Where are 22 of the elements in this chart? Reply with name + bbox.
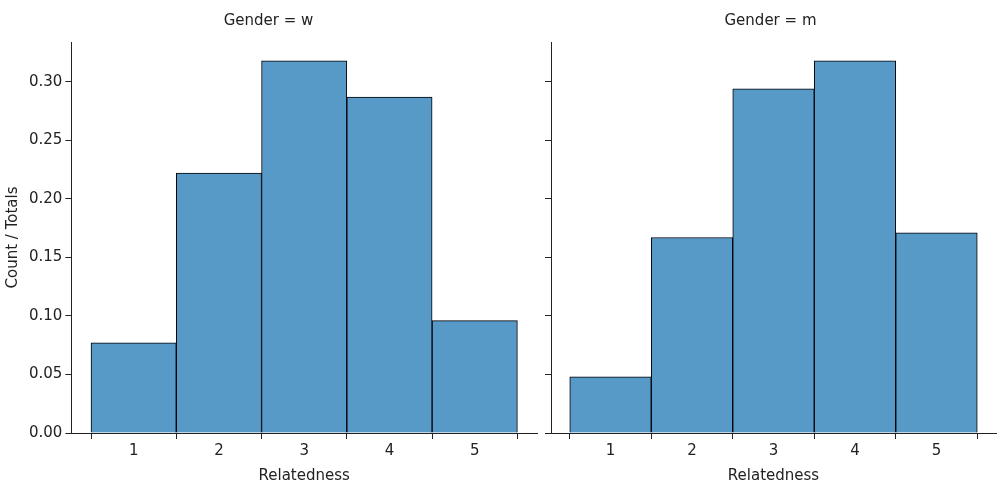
x-tick-label: 3 [299, 440, 309, 459]
y-tick-label: 0.20 [28, 188, 63, 207]
y-axis-title: Count / Totals [2, 186, 21, 289]
x-tick-label: 2 [214, 440, 224, 459]
y-tick-label: 0.25 [28, 130, 63, 149]
x-tick-label: 4 [384, 440, 395, 459]
x-tick-label: 2 [687, 440, 697, 459]
x-tick-label: 5 [931, 440, 942, 459]
y-tick-label: 0.30 [28, 71, 63, 90]
x-tick-label: 1 [128, 440, 139, 459]
y-tick-label: 0.00 [28, 422, 63, 441]
x-tick-label: 4 [850, 440, 860, 459]
x-axis-title: Relatedness [727, 465, 820, 484]
y-tick-label: 0.15 [28, 247, 63, 266]
x-axis-title: Relatedness [258, 465, 351, 484]
x-tick-label: 5 [469, 440, 480, 459]
chart-title: Gender = w [223, 10, 314, 29]
y-tick-label: 0.05 [28, 364, 63, 383]
x-tick-label: 1 [605, 440, 616, 459]
y-tick-label: 0.10 [28, 305, 63, 324]
x-tick-label: 3 [768, 440, 779, 459]
chart-title: Gender = m [724, 10, 817, 29]
